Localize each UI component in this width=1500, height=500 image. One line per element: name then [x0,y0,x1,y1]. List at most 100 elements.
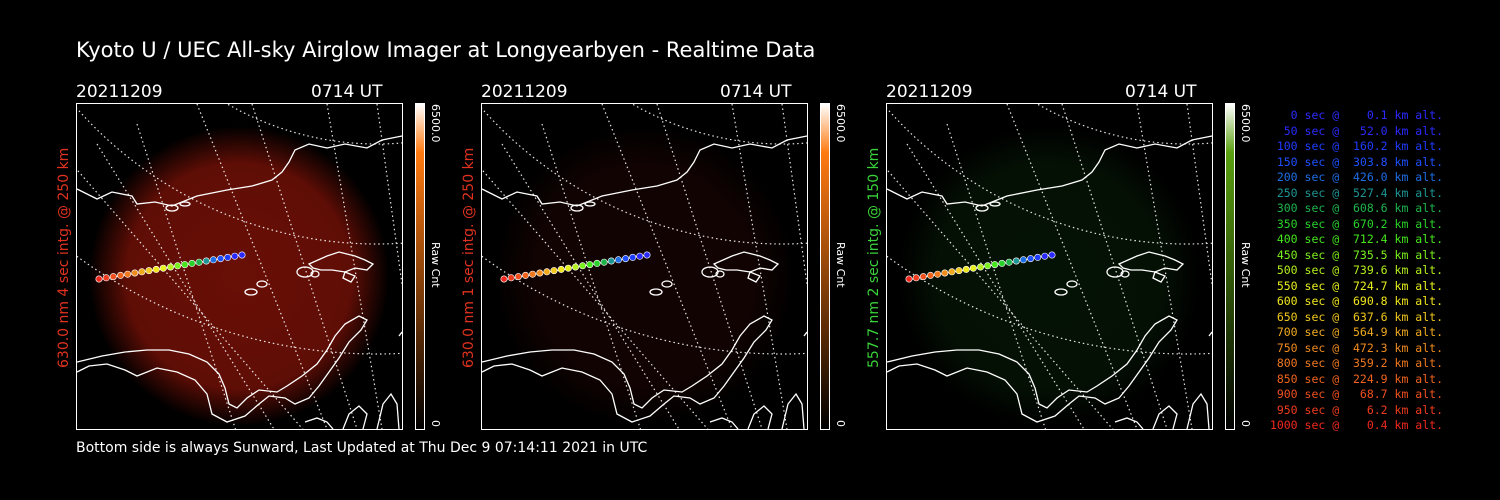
panel-3-date: 20211209 [886,82,973,102]
trajectory-point [564,264,572,272]
legend-row: 650 sec @ 637.6 km alt. [1276,309,1443,324]
legend-row: 950 sec @ 6.2 km alt. [1276,402,1443,417]
trajectory-point [926,271,934,279]
trajectory-point [181,261,189,269]
trajectory-track [500,251,651,283]
panel-3-colorbar [1225,103,1235,430]
coastline [887,135,1212,429]
legend-row: 800 sec @ 359.2 km alt. [1276,356,1443,370]
trajectory-point [984,262,992,270]
trajectory-point [95,275,103,283]
panel-3-allsky-image [886,103,1213,430]
legend-row: 700 sec @ 564.9 km alt. [1276,325,1443,339]
page-title: Kyoto U / UEC All-sky Airglow Imager at … [76,38,816,62]
coastline [77,135,402,429]
panel-2-allsky-image [481,103,808,430]
panel-3-side-label: 557.7 nm 2 sec intg. @ 150 km [866,147,882,368]
panel-2-date: 20211209 [481,82,568,102]
trajectory-point [238,251,246,259]
trajectory-point [934,270,942,278]
legend-row: 150 sec @ 303.8 km alt. [1276,154,1443,169]
trajectory-legend: 0 sec @ 0.1 km alt. 50 sec @ 52.0 km alt… [1258,108,1443,434]
panel-2-colorbar-max: 6500.0 [834,104,847,143]
trajectory-point [116,271,124,279]
trajectory-point [622,255,630,263]
trajectory-point [159,264,167,272]
footer-note: Bottom side is always Sunward, Last Upda… [76,440,648,456]
legend-row: 1000 sec @ 0.4 km alt. [1269,418,1443,432]
trajectory-point [586,261,594,269]
map-grid [77,104,402,429]
trajectory-point [514,273,522,281]
legend-row: 850 sec @ 224.9 km alt. [1276,371,1443,386]
trajectory-point [1048,251,1056,259]
trajectory-point [962,265,970,273]
trajectory-point [188,259,196,267]
panel-3-colorbar-max: 6500.0 [1239,104,1252,143]
trajectory-point [557,265,565,273]
legend-row: 0 sec @ 0.1 km alt. [1290,108,1443,122]
legend-row: 100 sec @ 160.2 km alt. [1276,139,1443,153]
panel-1-allsky-image [76,103,403,430]
trajectory-point [912,274,920,282]
trajectory-point [109,273,117,281]
trajectory-point [1027,255,1035,263]
trajectory-point [102,274,110,282]
panel-2-colorbar [820,103,830,430]
trajectory-point [231,252,239,260]
trajectory-point [174,262,182,270]
trajectory-point [131,269,139,277]
panel-2-side-label: 630.0 nm 1 sec intg. @ 250 km [461,147,477,368]
coastline [482,135,807,429]
legend-row: 500 sec @ 739.6 km alt. [1276,263,1443,277]
trajectory-point [536,269,544,277]
trajectory-point [629,253,637,261]
trajectory-point [224,253,232,261]
trajectory-point [507,274,515,282]
panel-1-date: 20211209 [76,82,163,102]
trajectory-point [977,263,985,271]
trajectory-point [145,267,153,275]
trajectory-track [95,251,246,283]
trajectory-point [969,264,977,272]
legend-row: 900 sec @ 68.7 km alt. [1276,387,1443,401]
trajectory-point [124,270,132,278]
trajectory-track [905,251,1056,283]
legend-row: 250 sec @ 527.4 km alt. [1276,185,1443,200]
trajectory-point [991,261,999,269]
trajectory-point [195,258,203,266]
panel-1-colorbar-unit: Raw Cnt [429,242,442,288]
legend-row: 750 sec @ 472.3 km alt. [1276,340,1443,355]
trajectory-point [941,269,949,277]
trajectory-point [521,271,529,279]
panel-2-colorbar-unit: Raw Cnt [834,242,847,288]
legend-row: 450 sec @ 735.5 km alt. [1276,247,1443,262]
airglow-disk [899,126,1199,426]
legend-row: 200 sec @ 426.0 km alt. [1276,170,1443,184]
trajectory-point [202,257,210,265]
trajectory-point [579,262,587,270]
trajectory-point [217,255,225,263]
trajectory-point [138,268,146,276]
panel-3-colorbar-unit: Raw Cnt [1239,242,1252,288]
legend-row: 300 sec @ 608.6 km alt. [1276,201,1443,215]
trajectory-point [607,257,615,265]
panel-2-time: 0714 UT [720,82,792,102]
trajectory-point [1041,252,1049,260]
trajectory-point [919,273,927,281]
panel-1-colorbar-max: 6500.0 [429,104,442,143]
airglow-disk [494,126,794,426]
trajectory-point [948,268,956,276]
panel-2-colorbar-min: 0 [834,420,847,427]
panel-1-colorbar [415,103,425,430]
trajectory-point [998,259,1006,267]
legend-row: 400 sec @ 712.4 km alt. [1276,232,1443,246]
trajectory-point [529,270,537,278]
panel-3-colorbar-min: 0 [1239,420,1252,427]
legend-row: 600 sec @ 690.8 km alt. [1276,294,1443,308]
trajectory-point [572,263,580,271]
panel-1-side-label: 630.0 nm 4 sec intg. @ 250 km [56,147,72,368]
trajectory-point [614,256,622,264]
trajectory-point [543,268,551,276]
panel-3-time: 0714 UT [1125,82,1197,102]
